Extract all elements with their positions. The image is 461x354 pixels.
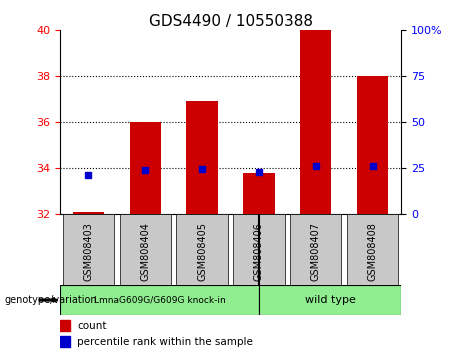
Text: GSM808404: GSM808404	[140, 223, 150, 281]
Bar	[347, 214, 398, 285]
Text: GSM808403: GSM808403	[83, 223, 94, 281]
Bar	[233, 214, 284, 285]
Text: GSM808405: GSM808405	[197, 222, 207, 281]
Bar	[177, 214, 228, 285]
Text: genotype/variation: genotype/variation	[5, 295, 97, 305]
Bar	[259, 285, 401, 315]
Bar	[130, 122, 161, 214]
Bar	[60, 320, 70, 331]
Bar	[357, 76, 388, 214]
Text: LmnaG609G/G609G knock-in: LmnaG609G/G609G knock-in	[94, 296, 225, 304]
Text: GSM808407: GSM808407	[311, 222, 321, 281]
Bar	[60, 285, 259, 315]
Title: GDS4490 / 10550388: GDS4490 / 10550388	[148, 14, 313, 29]
Text: GSM808406: GSM808406	[254, 223, 264, 281]
Text: percentile rank within the sample: percentile rank within the sample	[77, 337, 253, 347]
Bar	[290, 214, 341, 285]
Bar	[63, 214, 114, 285]
Bar	[243, 173, 275, 214]
Text: GSM808408: GSM808408	[367, 223, 378, 281]
Bar	[73, 212, 104, 214]
Bar	[60, 336, 70, 347]
Bar	[186, 101, 218, 214]
Bar	[300, 30, 331, 214]
Text: wild type: wild type	[305, 295, 355, 305]
Text: count: count	[77, 321, 106, 331]
Bar	[120, 214, 171, 285]
